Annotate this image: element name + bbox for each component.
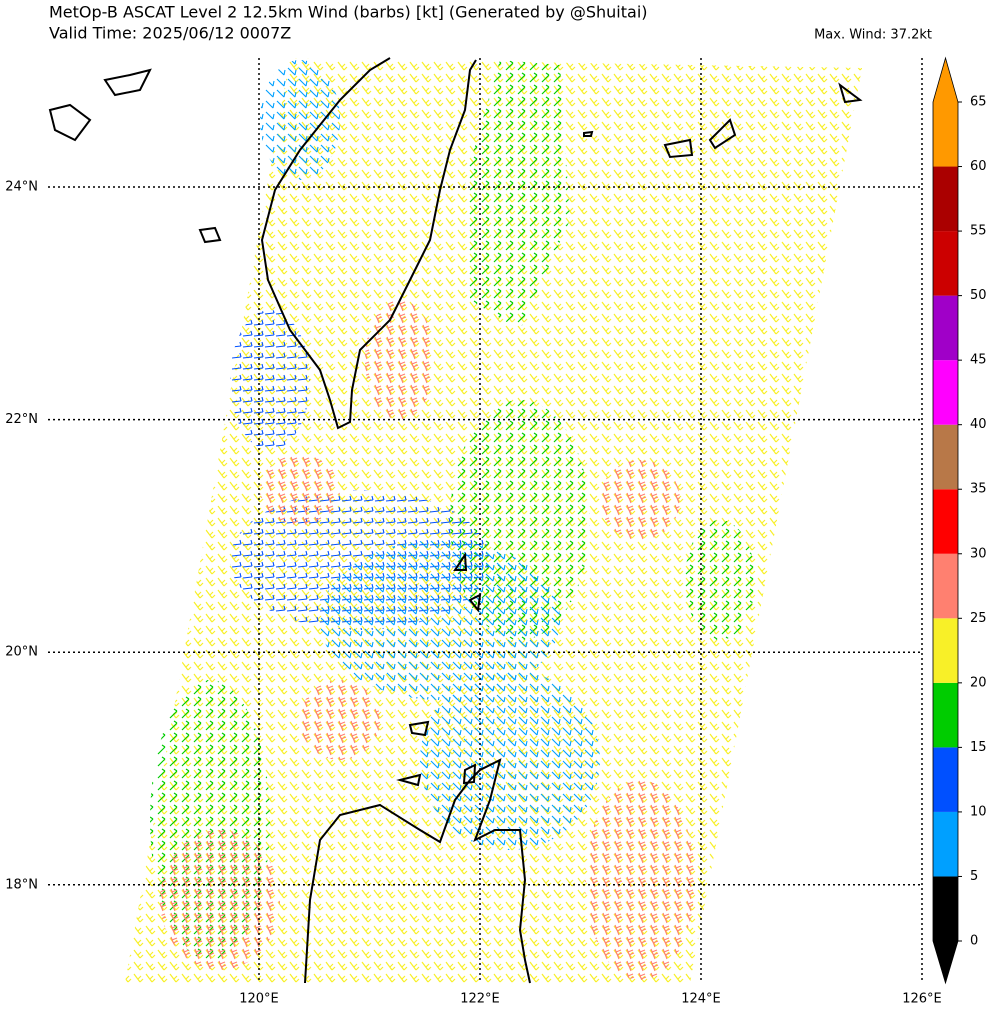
- colorbar-band: [933, 811, 958, 877]
- lat-label: 22°N: [5, 412, 38, 427]
- colorbar-band: [933, 682, 958, 748]
- lat-label: 18°N: [5, 877, 38, 892]
- colorbar-band: [933, 553, 958, 619]
- max-wind: Max. Wind: 37.2kt: [814, 28, 932, 43]
- colorbar-label: 55: [970, 224, 987, 239]
- title: MetOp-B ASCAT Level 2 12.5km Wind (barbs…: [49, 3, 648, 22]
- colorbar-label: 45: [970, 353, 987, 368]
- colorbar-band: [933, 166, 958, 232]
- lon-label: 126°E: [902, 992, 942, 1007]
- colorbar-band: [933, 360, 958, 425]
- lon-label: 120°E: [239, 992, 279, 1007]
- colorbar-band: [933, 295, 958, 361]
- colorbar-band: [933, 747, 958, 812]
- colorbar-extend-bottom: [933, 941, 958, 983]
- lon-label: 124°E: [681, 992, 721, 1007]
- valid-time: Valid Time: 2025/06/12 0007Z: [49, 24, 291, 43]
- colorbar-label: 20: [970, 675, 987, 690]
- colorbar-label: 5: [970, 869, 978, 884]
- colorbar-band: [933, 489, 958, 554]
- graticule: 24°N 22°N 20°N 18°N 120°E 122°E 124°E 126°E: [5, 58, 942, 1007]
- colorbar-band: [933, 102, 958, 167]
- wind-swath: [125, 58, 862, 983]
- colorbar-band: [933, 618, 958, 683]
- colorbar-label: 10: [970, 804, 987, 819]
- colorbar-band: [933, 231, 958, 296]
- colorbar-label: 35: [970, 482, 987, 497]
- lat-label: 24°N: [5, 180, 38, 195]
- colorbar-label: 15: [970, 740, 987, 755]
- colorbar-label: 0: [970, 934, 978, 949]
- colorbar-label: 60: [970, 159, 987, 174]
- colorbar-label: 40: [970, 417, 987, 432]
- colorbar-label: 25: [970, 611, 987, 626]
- colorbar-label: 65: [970, 95, 987, 110]
- colorbar-extend-top: [933, 58, 958, 102]
- lat-label: 20°N: [5, 645, 38, 660]
- colorbar-band: [933, 876, 958, 941]
- colorbar: 0 5 10 15 20 25 30 35 40 45 50 55 60 65: [932, 56, 987, 985]
- colorbar-band: [933, 424, 958, 490]
- lon-label: 122°E: [460, 992, 500, 1007]
- colorbar-label: 50: [970, 288, 987, 303]
- colorbar-label: 30: [970, 546, 987, 561]
